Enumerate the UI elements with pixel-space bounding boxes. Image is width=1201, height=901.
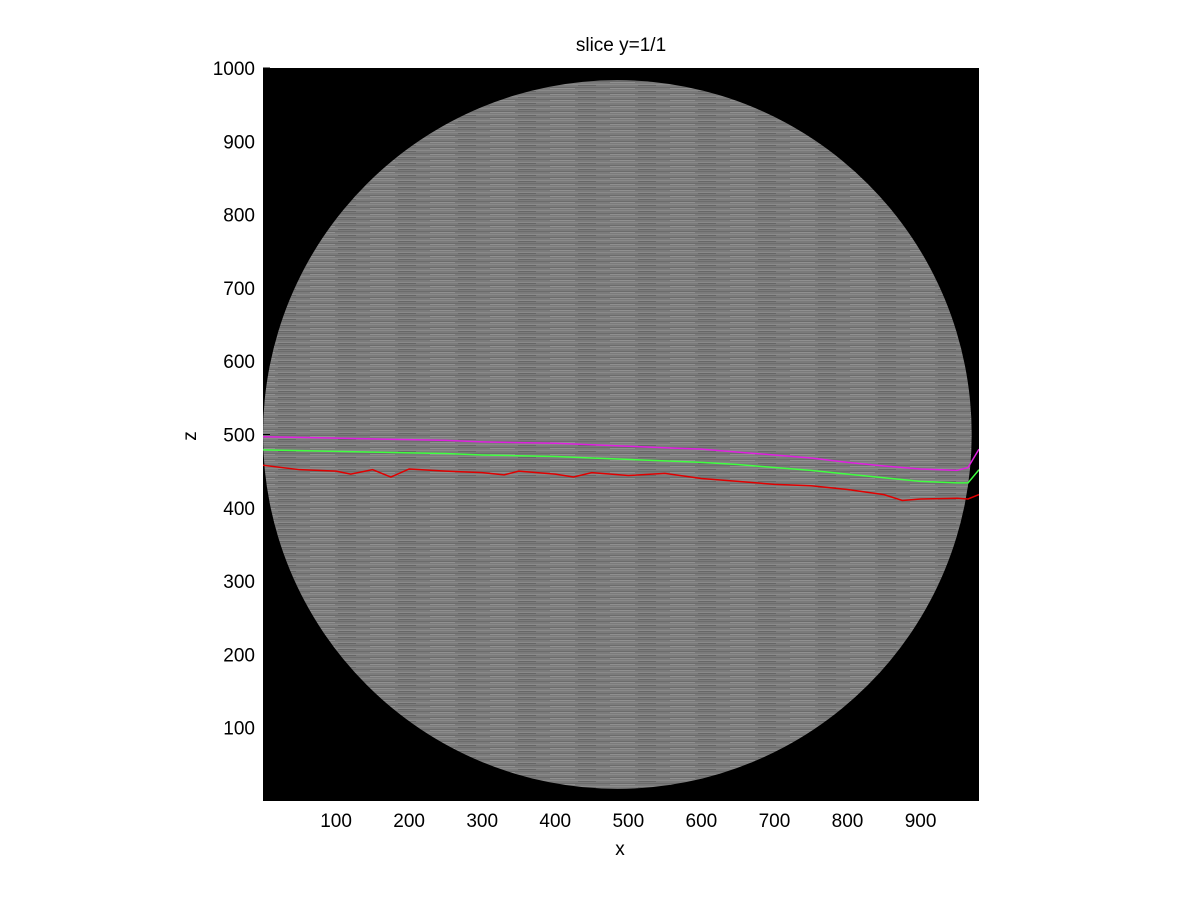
series-line-1: [263, 435, 979, 472]
series-line-3: [263, 464, 979, 502]
y-tick-label: 200: [223, 645, 255, 666]
x-tick-label: 800: [832, 811, 864, 832]
x-ticks: 100 200 300 400 500 600 700 800 900: [320, 794, 936, 832]
series-line-2: [263, 449, 979, 484]
plot-area: [263, 68, 979, 801]
y-tick-label: 1000: [213, 59, 255, 80]
x-tick-label: 400: [539, 811, 571, 832]
y-tick-label: 100: [223, 719, 255, 740]
x-axis-label: x: [615, 839, 625, 860]
reconstruction-disc: [263, 80, 972, 789]
y-ticks: 100 200 300 400 500 600 700 800 900 1000: [213, 59, 270, 740]
x-tick-label: 900: [905, 811, 937, 832]
y-axis-label: z: [180, 431, 201, 441]
y-tick-label: 500: [223, 426, 255, 447]
x-tick-label: 500: [612, 811, 644, 832]
series-layer: [263, 435, 979, 502]
chart-title: slice y=1/1: [576, 35, 666, 56]
y-tick-label: 900: [223, 132, 255, 153]
y-tick-label: 400: [223, 499, 255, 520]
y-tick-label: 700: [223, 279, 255, 300]
x-tick-label: 700: [759, 811, 791, 832]
x-tick-label: 300: [466, 811, 498, 832]
y-tick-label: 800: [223, 206, 255, 227]
x-tick-label: 200: [393, 811, 425, 832]
x-tick-label: 600: [686, 811, 718, 832]
y-tick-label: 300: [223, 572, 255, 593]
y-tick-label: 600: [223, 352, 255, 373]
x-tick-label: 100: [320, 811, 352, 832]
